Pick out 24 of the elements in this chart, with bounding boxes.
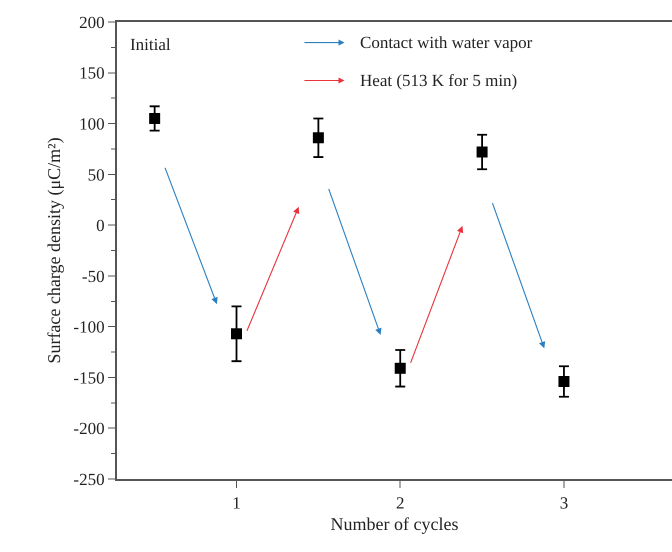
y-tick-label: 50 (88, 165, 105, 184)
y-axis-title: Surface charge density (μC/m²) (44, 137, 64, 364)
y-tick-label: 100 (79, 114, 105, 134)
annotation: Contact with water vapor (360, 33, 533, 52)
annotation: Initial (130, 35, 171, 54)
y-tick-label: 150 (79, 64, 105, 83)
point (558, 376, 570, 388)
point (149, 112, 160, 124)
point (231, 328, 242, 340)
y-tick-label: -200 (73, 419, 105, 438)
point (394, 362, 406, 374)
annotation: Heat (513 K for 5 min) (360, 71, 518, 90)
y-tick-label: -50 (82, 266, 105, 286)
y-tick-label: -150 (73, 368, 105, 388)
y-tick-label: 0 (96, 216, 105, 236)
point (476, 146, 488, 158)
point (312, 132, 324, 144)
x-tick-label: 3 (560, 493, 568, 512)
x-tick-label: 1 (232, 493, 241, 512)
y-tick-label: -250 (73, 470, 105, 489)
x-axis-title: Number of cycles (330, 514, 458, 534)
x-tick-label: 2 (396, 493, 404, 512)
y-tick-label: -100 (73, 318, 105, 337)
y-tick-label: 200 (79, 12, 105, 32)
